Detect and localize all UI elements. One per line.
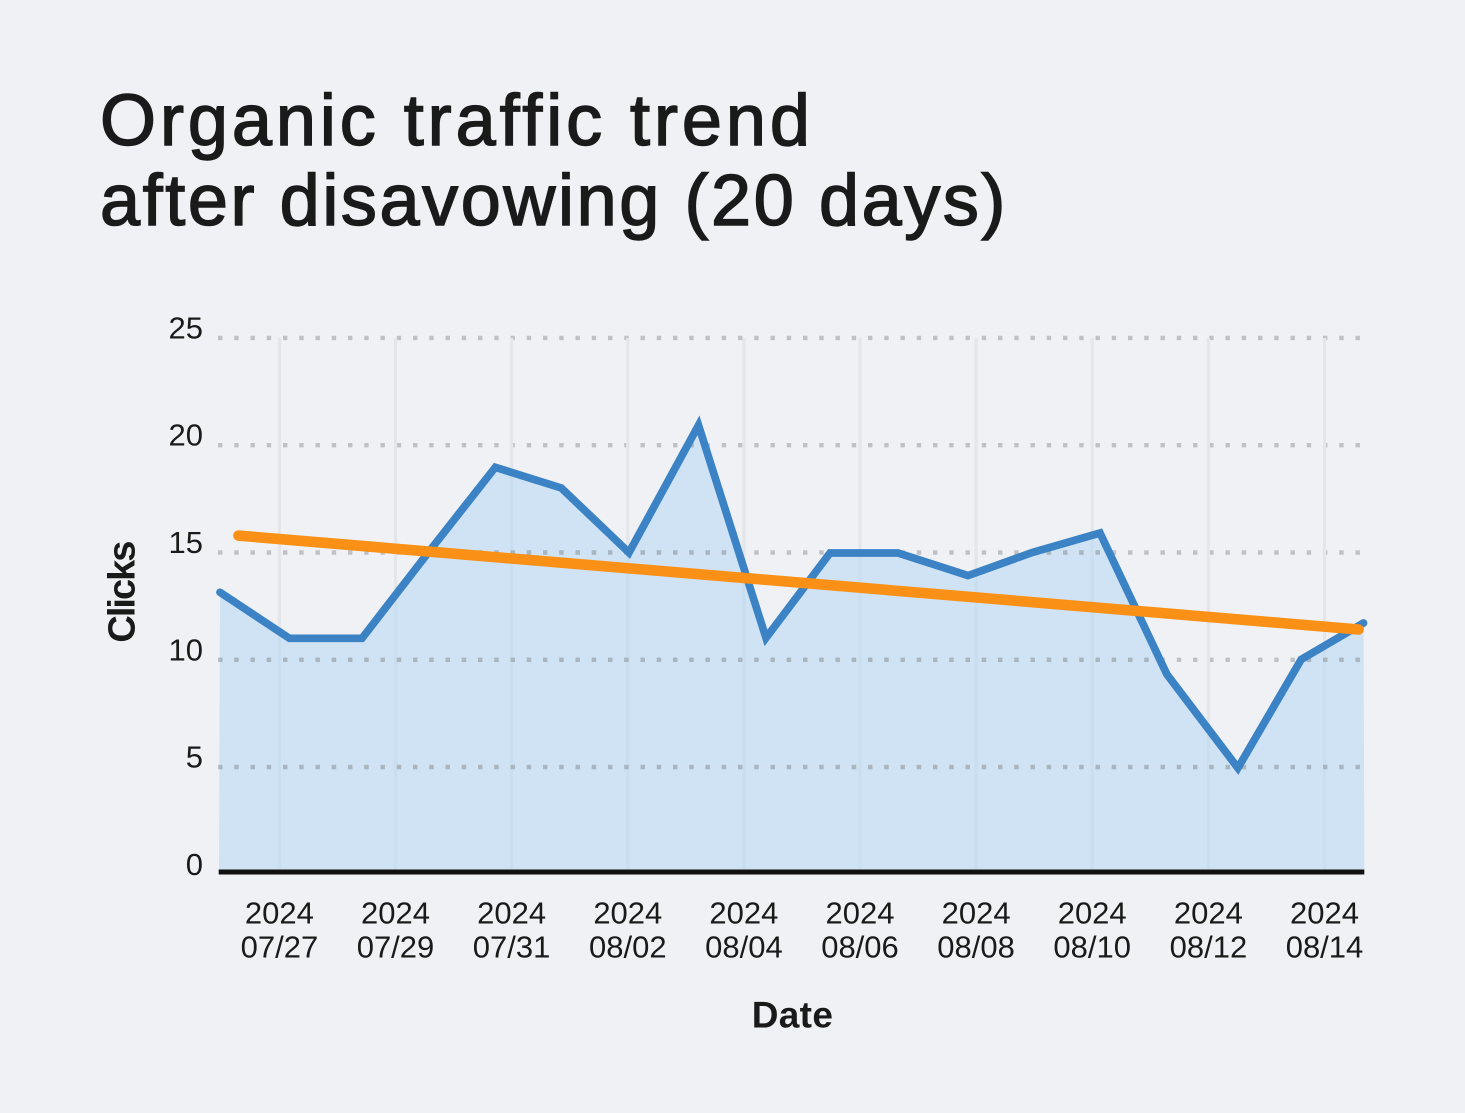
svg-text:2024: 2024 xyxy=(1058,896,1127,931)
svg-text:07/27: 07/27 xyxy=(241,930,319,965)
svg-text:5: 5 xyxy=(186,740,203,775)
svg-text:10: 10 xyxy=(169,632,203,667)
svg-text:25: 25 xyxy=(169,310,203,345)
svg-text:08/14: 08/14 xyxy=(1286,930,1364,965)
svg-text:08/12: 08/12 xyxy=(1170,930,1248,965)
svg-text:2024: 2024 xyxy=(593,896,662,931)
svg-text:08/04: 08/04 xyxy=(705,930,783,965)
svg-text:2024: 2024 xyxy=(1290,896,1359,931)
svg-text:15: 15 xyxy=(169,525,203,560)
svg-text:0: 0 xyxy=(186,847,203,882)
svg-text:08/08: 08/08 xyxy=(937,930,1015,965)
svg-text:08/02: 08/02 xyxy=(589,930,667,965)
svg-text:07/31: 07/31 xyxy=(473,930,551,965)
svg-text:2024: 2024 xyxy=(709,896,778,931)
svg-text:08/06: 08/06 xyxy=(821,930,899,965)
svg-text:08/10: 08/10 xyxy=(1053,930,1131,965)
svg-text:07/29: 07/29 xyxy=(357,930,435,965)
svg-text:2024: 2024 xyxy=(942,896,1011,931)
svg-text:2024: 2024 xyxy=(361,896,430,931)
svg-text:2024: 2024 xyxy=(1174,896,1243,931)
svg-text:2024: 2024 xyxy=(826,896,895,931)
svg-text:2024: 2024 xyxy=(477,896,546,931)
svg-text:Clicks: Clicks xyxy=(102,542,144,643)
svg-text:2024: 2024 xyxy=(245,896,314,931)
svg-text:Organic traffic trend: Organic traffic trend xyxy=(100,81,814,161)
svg-text:20: 20 xyxy=(169,418,203,453)
svg-text:Date: Date xyxy=(752,995,834,1036)
svg-text:after disavowing (20 days): after disavowing (20 days) xyxy=(100,161,1008,241)
